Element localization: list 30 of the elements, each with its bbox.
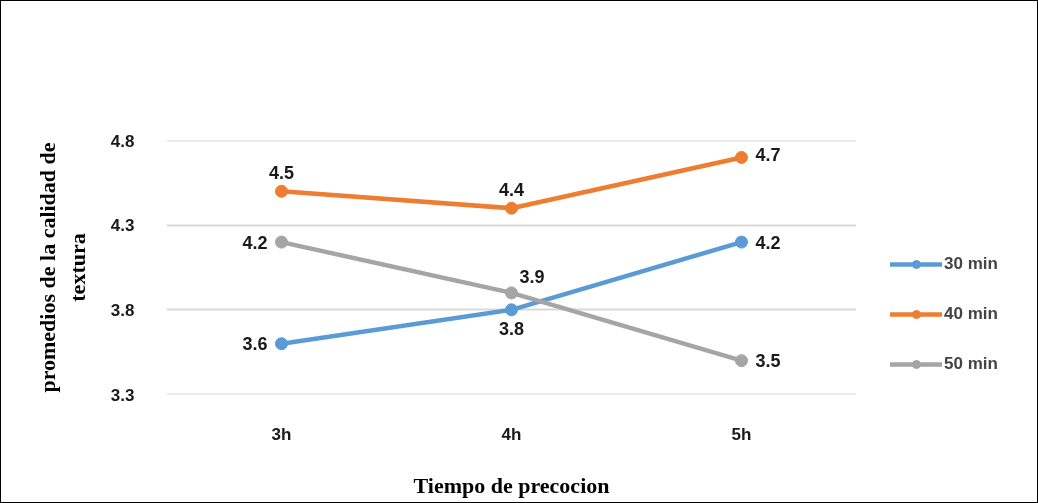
point [275, 337, 288, 351]
data-label: 3.5 [755, 351, 781, 372]
data-label: 3.8 [498, 318, 525, 339]
point [505, 201, 518, 215]
x-axis-title: Tiempo de precocion [413, 472, 610, 498]
data-label: 4.2 [242, 232, 268, 253]
point [505, 303, 518, 317]
point [505, 286, 518, 300]
point [735, 354, 748, 368]
y-tick-label: 4.8 [110, 131, 135, 151]
data-label: 4.2 [755, 232, 781, 253]
data-label: 3.9 [519, 266, 545, 287]
legend-label: 40 min [944, 304, 998, 324]
y-tick-label: 3.8 [110, 300, 135, 320]
data-label: 4.4 [498, 180, 525, 201]
data-label: 3.6 [242, 334, 268, 355]
point [735, 150, 748, 164]
x-tick-label: 3h [271, 424, 292, 444]
y-tick-label: 3.3 [110, 385, 135, 405]
point [275, 184, 288, 198]
point [275, 235, 288, 249]
y-tick-label: 4.3 [110, 216, 135, 236]
legend-label: 50 min [944, 354, 998, 374]
y-axis-title: promedios de la calidad de textura [34, 142, 90, 393]
data-label: 4.7 [755, 144, 781, 165]
legend-label: 30 min [944, 254, 998, 274]
x-tick-label: 4h [501, 424, 522, 444]
x-tick-label: 5h [731, 424, 752, 444]
data-label: 4.5 [268, 163, 295, 184]
point [735, 235, 748, 249]
